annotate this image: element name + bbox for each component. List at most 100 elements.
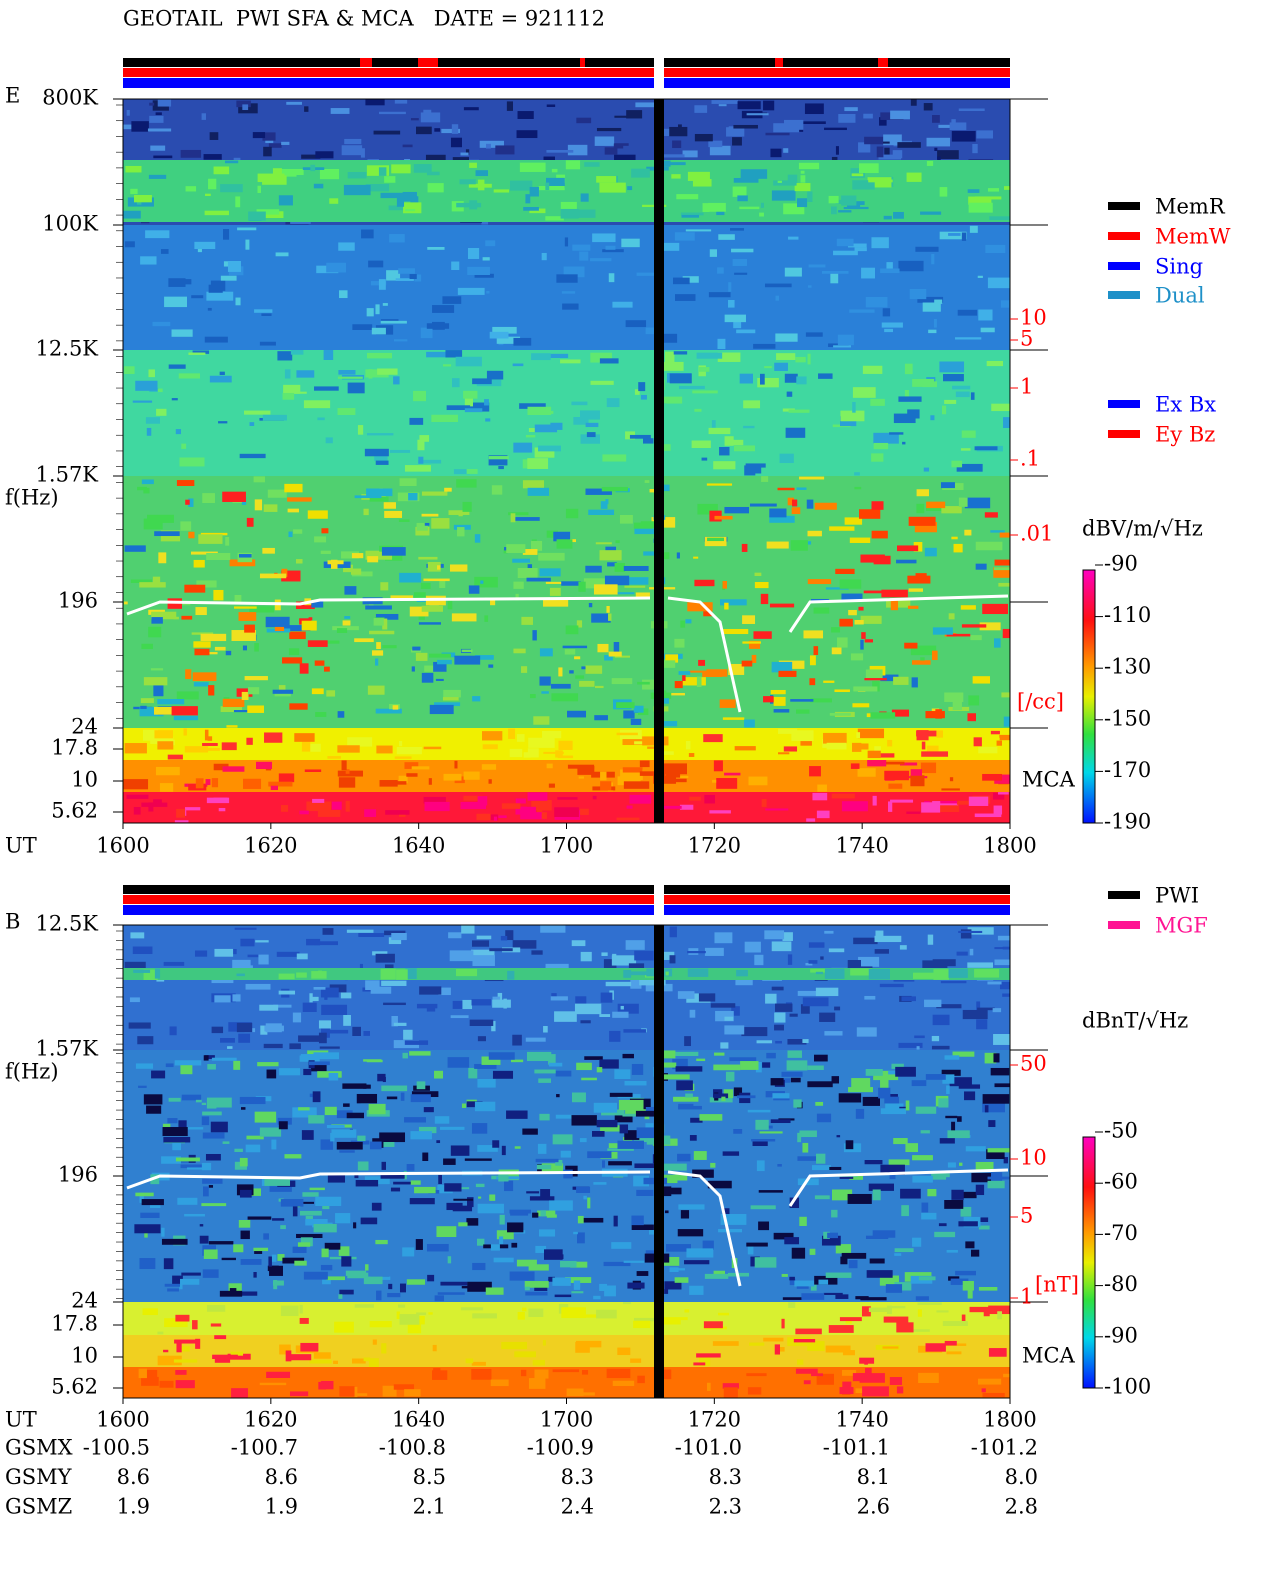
pixel (860, 554, 885, 563)
status-mark (418, 58, 438, 67)
pixel (151, 611, 177, 620)
pixel (418, 556, 438, 560)
pixel (130, 932, 145, 939)
pixel (125, 749, 141, 752)
pixel (942, 1321, 968, 1327)
pixel (918, 1372, 939, 1384)
pixel (807, 285, 812, 288)
pixel (640, 394, 647, 400)
pixel (280, 1199, 304, 1207)
pixel (907, 575, 931, 584)
pixel (249, 422, 255, 426)
pixel (464, 1158, 492, 1161)
legend-swatch (1108, 891, 1140, 899)
pixel (493, 816, 498, 821)
pixel (847, 960, 862, 971)
pixel (746, 1373, 767, 1377)
pixel (486, 370, 504, 380)
pixel (463, 390, 478, 399)
pixel (872, 680, 880, 692)
pixel (810, 1282, 817, 1291)
pixel (476, 1238, 485, 1246)
pixel (214, 995, 231, 1003)
pixel (672, 1058, 688, 1070)
pixel (207, 1064, 216, 1070)
status-mark (580, 58, 585, 67)
pixel (603, 959, 617, 969)
pixel (694, 105, 708, 113)
pixel (729, 1057, 757, 1062)
pixel (912, 1155, 933, 1161)
pixel (552, 1369, 580, 1373)
pixel (635, 1110, 661, 1117)
pixel (311, 601, 324, 608)
pixel (328, 1072, 339, 1081)
pixel (599, 358, 619, 364)
colorbar-tick-label: -90 (1104, 552, 1138, 576)
pixel (210, 1323, 222, 1327)
density-tick-label: 1 (1020, 375, 1033, 399)
pixel (202, 493, 215, 504)
orbit-value: -101.1 (823, 1436, 890, 1460)
pixel (266, 1069, 277, 1079)
pixel (398, 775, 408, 784)
pixel (941, 506, 962, 514)
pixel (815, 987, 839, 997)
pixel (380, 582, 389, 591)
pixel (150, 668, 164, 671)
pixel (724, 1025, 745, 1035)
pixel (155, 112, 162, 116)
pixel (240, 1258, 262, 1265)
pixel (556, 539, 573, 549)
pixel (254, 499, 263, 511)
pixel (917, 1309, 922, 1317)
pixel (965, 1146, 986, 1152)
pixel (548, 1054, 556, 1065)
pixel (665, 971, 669, 976)
pixel (934, 299, 943, 304)
pixel (299, 1317, 309, 1324)
pixel (665, 654, 679, 663)
pixel (192, 672, 217, 682)
pixel (987, 277, 1010, 289)
pixel (331, 1129, 357, 1138)
pixel (555, 1114, 572, 1119)
pixel (956, 951, 968, 956)
pixel (879, 761, 905, 765)
pixel (393, 376, 400, 385)
x-tick-label: 1640 (392, 834, 445, 858)
pixel (600, 781, 612, 791)
pixel (341, 1256, 352, 1267)
pixel (185, 186, 197, 192)
pixel (314, 386, 339, 391)
pixel (854, 619, 864, 625)
pixel (168, 278, 186, 287)
pixel (784, 267, 802, 277)
pixel (286, 1354, 312, 1361)
pixel (967, 189, 980, 193)
pixel (916, 1046, 920, 1050)
pixel (846, 203, 861, 209)
pixel (709, 145, 731, 156)
pixel (226, 725, 238, 728)
pixel (625, 940, 645, 950)
pixel (689, 1135, 697, 1141)
pixel (968, 196, 992, 205)
pixel (580, 193, 589, 202)
pixel (138, 1085, 147, 1088)
pixel (979, 622, 1001, 631)
pixel (653, 775, 677, 784)
pixel (184, 807, 201, 811)
pixel (630, 718, 642, 725)
pixel (612, 301, 633, 308)
pixel (702, 1240, 714, 1250)
pixel (934, 1231, 956, 1238)
pixel (816, 1153, 826, 1164)
pixel (771, 986, 784, 991)
pixel (529, 186, 539, 197)
pixel (126, 109, 130, 116)
pixel (993, 1053, 1000, 1063)
pixel (669, 126, 688, 137)
pixel (822, 271, 849, 274)
pixel (861, 632, 866, 639)
